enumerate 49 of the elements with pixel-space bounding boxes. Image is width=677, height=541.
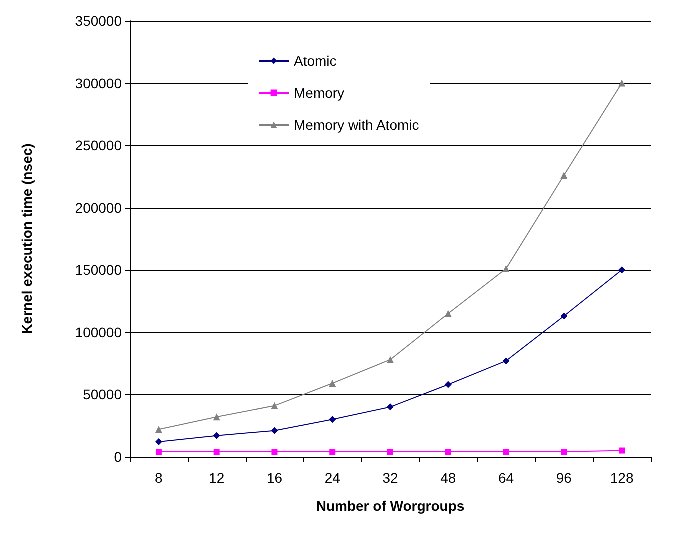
point — [387, 404, 394, 411]
point — [561, 449, 568, 456]
y-tick-label: 300000 — [75, 75, 122, 92]
point — [329, 380, 336, 388]
point — [502, 358, 510, 365]
point — [155, 426, 162, 434]
point — [387, 356, 394, 364]
x-tick-label: 48 — [440, 470, 456, 486]
point — [618, 266, 626, 274]
point — [444, 310, 452, 318]
point — [156, 449, 162, 456]
x-tick-label: 12 — [209, 470, 225, 486]
y-tick-label: 250000 — [75, 138, 122, 154]
point — [502, 265, 510, 272]
point — [329, 416, 336, 424]
y-axis-title: Kernel execution time (nsec) — [19, 144, 35, 334]
x-tick-label: 128 — [610, 470, 634, 486]
point — [618, 80, 626, 87]
x-tick-label: 8 — [155, 470, 164, 486]
x-axis-title: Number of Worgroups — [316, 498, 465, 514]
x-tick-label: 64 — [498, 470, 514, 486]
x-tick-label: 24 — [324, 470, 341, 486]
y-tick-label: 100000 — [75, 324, 122, 340]
point — [155, 438, 162, 446]
point — [272, 449, 278, 456]
point — [619, 448, 626, 454]
point — [444, 381, 452, 388]
y-tick-label: 200000 — [75, 200, 122, 216]
x-tick-label: 96 — [556, 470, 572, 486]
point — [503, 449, 510, 456]
y-tick-label: 0 — [114, 449, 122, 465]
x-tick-label: 32 — [382, 470, 398, 486]
point — [560, 312, 568, 320]
y-tick-label: 150000 — [75, 262, 122, 278]
legend-label: Memory — [294, 85, 345, 101]
point — [213, 432, 220, 440]
point — [271, 402, 278, 410]
point — [213, 414, 220, 421]
point — [445, 449, 452, 456]
y-tick-label: 50000 — [83, 386, 122, 403]
y-tick-label: 350000 — [75, 13, 122, 29]
point — [214, 449, 220, 456]
point — [271, 427, 278, 434]
point — [330, 449, 336, 456]
legend-label: Atomic — [294, 53, 337, 69]
point — [560, 172, 568, 179]
point — [388, 449, 394, 456]
legend-label: Memory with Atomic — [294, 117, 420, 133]
x-tick-label: 16 — [266, 470, 283, 486]
